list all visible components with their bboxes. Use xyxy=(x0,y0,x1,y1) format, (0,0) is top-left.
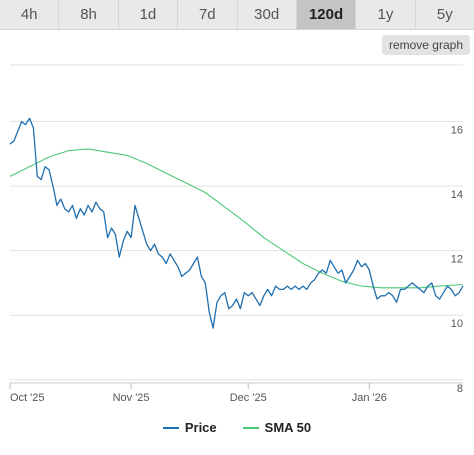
x-tick-label: Nov '25 xyxy=(113,392,150,404)
x-tick-label: Oct '25 xyxy=(10,392,45,404)
y-tick-label: 8 xyxy=(457,383,463,395)
tab-8h[interactable]: 8h xyxy=(59,0,119,29)
legend-swatch-price xyxy=(162,426,179,429)
tab-5y[interactable]: 5y xyxy=(436,6,453,23)
x-tick-label: Dec '25 xyxy=(230,392,267,404)
legend-item-price[interactable]: Price xyxy=(162,420,217,435)
y-tick-label: 14 xyxy=(451,189,463,201)
legend-label-sma: SMA 50 xyxy=(264,420,312,435)
chart-legend: Price SMA 50 xyxy=(0,420,474,435)
x-tick-label: Jan '26 xyxy=(352,392,387,404)
legend-label-price: Price xyxy=(184,420,217,435)
tab-7d[interactable]: 7d xyxy=(178,0,238,29)
legend-item-sma[interactable]: SMA 50 xyxy=(242,420,312,435)
y-tick-label: 10 xyxy=(451,318,463,330)
legend-swatch-sma xyxy=(242,426,259,429)
y-tick-label: 12 xyxy=(451,254,463,266)
tab-4h[interactable]: 4h xyxy=(0,0,60,29)
sma-series-line xyxy=(9,148,464,289)
remove-graph-button[interactable]: remove graph xyxy=(381,35,470,55)
y-tick-label: 16 xyxy=(451,124,463,136)
price-chart: 8 10 12 14 16 Oct '25 Nov '25 Dec '25 Jan '26 xyxy=(9,64,464,404)
tab-120d[interactable]: 120d xyxy=(296,0,357,29)
tab-1d[interactable]: 1d xyxy=(119,0,179,29)
timeframe-tabs: 4h 8h 1d 7d 30d 120d 1y 5y xyxy=(0,0,474,30)
tab-1y[interactable]: 1y xyxy=(356,0,416,29)
price-series-line xyxy=(9,117,464,329)
tab-30d[interactable]: 30d xyxy=(238,0,297,29)
